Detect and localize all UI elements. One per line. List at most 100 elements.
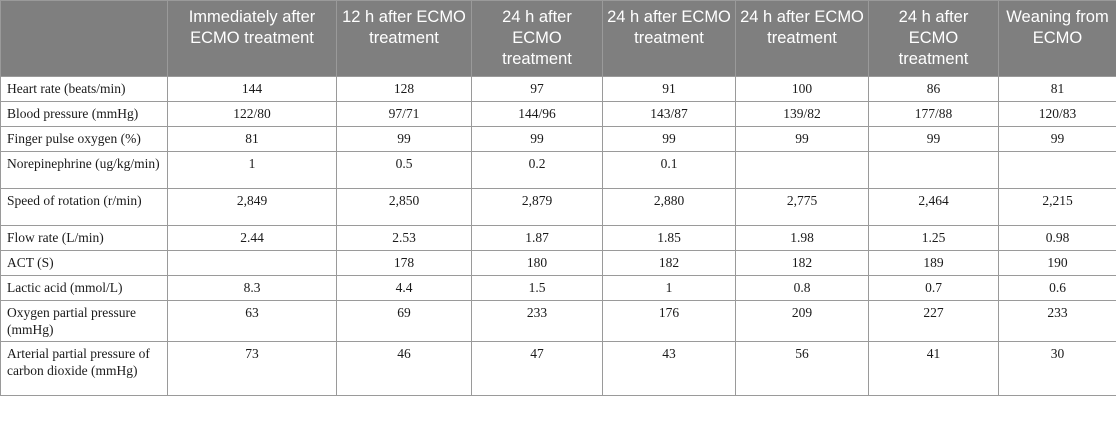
table-cell: 47 bbox=[471, 341, 603, 396]
table-cell: 0.2 bbox=[471, 151, 603, 189]
table-cell: 99 bbox=[868, 126, 999, 152]
header-cell-timepoint: Weaning from ECMO bbox=[998, 0, 1116, 77]
row-label: Flow rate (L/min) bbox=[0, 225, 168, 251]
row-label: Blood pressure (mmHg) bbox=[0, 101, 168, 127]
header-cell-label-column bbox=[0, 0, 168, 77]
table-cell: 2.53 bbox=[336, 225, 472, 251]
table-cell: 1.98 bbox=[735, 225, 869, 251]
table-cell: 144 bbox=[167, 76, 337, 102]
table-cell: 180 bbox=[471, 250, 603, 276]
table-row: Blood pressure (mmHg) 122/80 97/71 144/96 14… bbox=[0, 101, 1116, 127]
table-cell: 182 bbox=[602, 250, 736, 276]
table-cell: 227 bbox=[868, 300, 999, 342]
header-cell-timepoint: 24 h after ECMO treatment bbox=[471, 0, 603, 77]
table-cell: 2,850 bbox=[336, 188, 472, 226]
table-cell: 86 bbox=[868, 76, 999, 102]
table-cell: 99 bbox=[735, 126, 869, 152]
table-cell: 1 bbox=[167, 151, 337, 189]
table-cell: 99 bbox=[336, 126, 472, 152]
table-cell: 2,880 bbox=[602, 188, 736, 226]
table-cell: 128 bbox=[336, 76, 472, 102]
table-body: Heart rate (beats/min) 144 128 97 91 100 86 81 B… bbox=[0, 76, 1116, 396]
table-cell: 0.7 bbox=[868, 275, 999, 301]
header-cell-timepoint: 12 h after ECMO treatment bbox=[336, 0, 472, 77]
table-cell: 63 bbox=[167, 300, 337, 342]
table-cell: 1.85 bbox=[602, 225, 736, 251]
table-cell: 209 bbox=[735, 300, 869, 342]
table-cell: 1 bbox=[602, 275, 736, 301]
table-cell: 81 bbox=[167, 126, 337, 152]
table-cell: 91 bbox=[602, 76, 736, 102]
table-cell: 2.44 bbox=[167, 225, 337, 251]
header-cell-timepoint: Immediately after ECMO treatment bbox=[167, 0, 337, 77]
table-cell bbox=[868, 151, 999, 189]
table-row: ACT (S) 178 180 182 182 189 190 bbox=[0, 250, 1116, 276]
table-cell: 2,775 bbox=[735, 188, 869, 226]
table-cell: 43 bbox=[602, 341, 736, 396]
table-cell: 97/71 bbox=[336, 101, 472, 127]
table-cell: 143/87 bbox=[602, 101, 736, 127]
table-cell: 122/80 bbox=[167, 101, 337, 127]
row-label: Arterial partial pressure of carbon diox… bbox=[0, 341, 168, 396]
table-cell: 0.8 bbox=[735, 275, 869, 301]
table-cell: 178 bbox=[336, 250, 472, 276]
table-cell: 73 bbox=[167, 341, 337, 396]
table-cell: 99 bbox=[602, 126, 736, 152]
table-cell: 97 bbox=[471, 76, 603, 102]
table-cell: 0.1 bbox=[602, 151, 736, 189]
table-row: Lactic acid (mmol/L) 8.3 4.4 1.5 1 0.8 0.7 0.6 bbox=[0, 275, 1116, 301]
table-row: Finger pulse oxygen (%) 81 99 99 99 99 99 99 bbox=[0, 126, 1116, 152]
table-cell: 139/82 bbox=[735, 101, 869, 127]
ecmo-data-table: Immediately after ECMO treatment 12 h aft… bbox=[0, 0, 1116, 396]
table-cell: 81 bbox=[998, 76, 1116, 102]
table-row: Heart rate (beats/min) 144 128 97 91 100 86 81 bbox=[0, 76, 1116, 102]
table-cell: 2,879 bbox=[471, 188, 603, 226]
table-cell bbox=[735, 151, 869, 189]
table-row: Speed of rotation (r/min) 2,849 2,850 2,879… bbox=[0, 188, 1116, 226]
table-cell: 0.98 bbox=[998, 225, 1116, 251]
table-cell: 0.6 bbox=[998, 275, 1116, 301]
table-cell: 182 bbox=[735, 250, 869, 276]
row-label: Lactic acid (mmol/L) bbox=[0, 275, 168, 301]
row-label: Heart rate (beats/min) bbox=[0, 76, 168, 102]
table-cell: 99 bbox=[471, 126, 603, 152]
table-cell: 30 bbox=[998, 341, 1116, 396]
table-cell bbox=[998, 151, 1116, 189]
table-cell: 177/88 bbox=[868, 101, 999, 127]
table-cell bbox=[167, 250, 337, 276]
table-cell: 233 bbox=[998, 300, 1116, 342]
table-cell: 69 bbox=[336, 300, 472, 342]
table-cell: 2,215 bbox=[998, 188, 1116, 226]
header-cell-timepoint: 24 h after ECMO treatment bbox=[602, 0, 736, 77]
table-cell: 144/96 bbox=[471, 101, 603, 127]
table-cell: 46 bbox=[336, 341, 472, 396]
table-cell: 56 bbox=[735, 341, 869, 396]
table-cell: 120/83 bbox=[998, 101, 1116, 127]
row-label: Speed of rotation (r/min) bbox=[0, 188, 168, 226]
table-cell: 176 bbox=[602, 300, 736, 342]
table-row: Flow rate (L/min) 2.44 2.53 1.87 1.85 1.98 1.2… bbox=[0, 225, 1116, 251]
header-cell-timepoint: 24 h after ECMO treatment bbox=[868, 0, 999, 77]
table-cell: 2,464 bbox=[868, 188, 999, 226]
row-label: Norepinephrine (ug/kg/min) bbox=[0, 151, 168, 189]
table-cell: 0.5 bbox=[336, 151, 472, 189]
table-cell: 1.25 bbox=[868, 225, 999, 251]
table-row: Oxygen partial pressure (mmHg) 63 69 233 176… bbox=[0, 300, 1116, 342]
header-cell-timepoint: 24 h after ECMO treatment bbox=[735, 0, 869, 77]
table-cell: 41 bbox=[868, 341, 999, 396]
table-cell: 99 bbox=[998, 126, 1116, 152]
header-row: Immediately after ECMO treatment 12 h aft… bbox=[0, 0, 1116, 77]
table-cell: 1.87 bbox=[471, 225, 603, 251]
table-cell: 1.5 bbox=[471, 275, 603, 301]
row-label: Finger pulse oxygen (%) bbox=[0, 126, 168, 152]
table-cell: 190 bbox=[998, 250, 1116, 276]
table-cell: 100 bbox=[735, 76, 869, 102]
row-label: ACT (S) bbox=[0, 250, 168, 276]
table-cell: 233 bbox=[471, 300, 603, 342]
table-cell: 8.3 bbox=[167, 275, 337, 301]
table-cell: 4.4 bbox=[336, 275, 472, 301]
table-cell: 2,849 bbox=[167, 188, 337, 226]
table-row: Arterial partial pressure of carbon diox… bbox=[0, 341, 1116, 396]
row-label: Oxygen partial pressure (mmHg) bbox=[0, 300, 168, 342]
table-cell: 189 bbox=[868, 250, 999, 276]
